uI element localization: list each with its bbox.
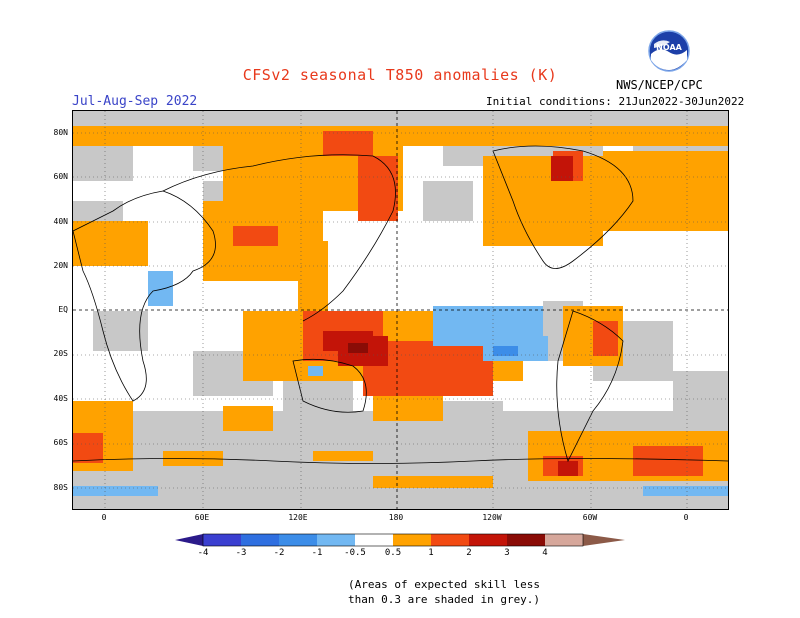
- lat-label: 60S: [53, 438, 68, 447]
- lon-label: 180: [388, 513, 404, 522]
- anomaly-3-4: [348, 343, 368, 353]
- colorbar-neg1-neg05: [317, 534, 355, 546]
- lon-label: 0: [683, 513, 689, 522]
- colorbar-3-4: [507, 534, 545, 546]
- colorbar-lt-neg4: [175, 534, 203, 546]
- colorbar-gt-5: [583, 534, 625, 546]
- lat-label: EQ: [58, 305, 68, 314]
- colorbar-label: -1: [311, 548, 323, 558]
- initial-conditions: Initial conditions: 21Jun2022-30Jun2022: [486, 95, 745, 108]
- lat-label: 80S: [53, 483, 68, 492]
- colorbar-label: 2: [466, 548, 472, 558]
- colorbar: [175, 533, 625, 547]
- colorbar-4-5: [545, 534, 583, 546]
- colorbar-label: -0.5: [344, 548, 366, 558]
- coastlines: [73, 145, 728, 464]
- colorbar-neutral: [355, 534, 393, 546]
- lon-label: 60W: [582, 513, 598, 522]
- lat-label: 40S: [53, 394, 68, 403]
- colorbar-neg3-neg2: [241, 534, 279, 546]
- lon-label: 0: [101, 513, 107, 522]
- colorbar-neg4-neg3: [203, 534, 241, 546]
- skill-note: (Areas of expected skill less than 0.3 a…: [348, 577, 540, 607]
- agency-label: NWS/NCEP/CPC: [616, 78, 703, 92]
- colorbar-label: 1: [428, 548, 434, 558]
- colorbar-label: 0.5: [384, 548, 402, 558]
- main-axes: [73, 111, 728, 509]
- lon-label: 60E: [194, 513, 210, 522]
- noaa-logo: NOAA: [648, 30, 690, 72]
- colorbar-05-1: [393, 534, 431, 546]
- colorbar-neg2-neg1: [279, 534, 317, 546]
- lon-label: 120E: [288, 513, 308, 522]
- anomaly-2-3: [323, 156, 578, 476]
- map-title: CFSv2 seasonal T850 anomalies (K): [242, 66, 558, 84]
- colorbar-label: -4: [197, 548, 209, 558]
- colorbar-label: 4: [542, 548, 548, 558]
- anomaly-05-1: [73, 126, 728, 488]
- colorbar-label: -3: [235, 548, 247, 558]
- skill-note-line: than 0.3 are shaded in grey.): [348, 593, 541, 606]
- colorbar-label: -2: [273, 548, 285, 558]
- lat-label: 80N: [53, 128, 68, 137]
- lat-label: 20N: [53, 261, 68, 270]
- anomaly-neg-05-1: [73, 271, 728, 496]
- lon-label: 120W: [482, 513, 502, 522]
- colorbar-label: 3: [504, 548, 510, 558]
- lat-label: 20S: [53, 349, 68, 358]
- noaa-logo-text: NOAA: [656, 43, 682, 52]
- lat-label: 40N: [53, 217, 68, 226]
- anomaly-neg-1-2: [493, 346, 518, 356]
- colorbar-1-2: [431, 534, 469, 546]
- anomaly-map: [72, 110, 729, 510]
- lat-label: 60N: [53, 172, 68, 181]
- skill-note-line: (Areas of expected skill less: [348, 578, 541, 591]
- season-label: Jul-Aug-Sep 2022: [72, 94, 198, 109]
- colorbar-2-3: [469, 534, 507, 546]
